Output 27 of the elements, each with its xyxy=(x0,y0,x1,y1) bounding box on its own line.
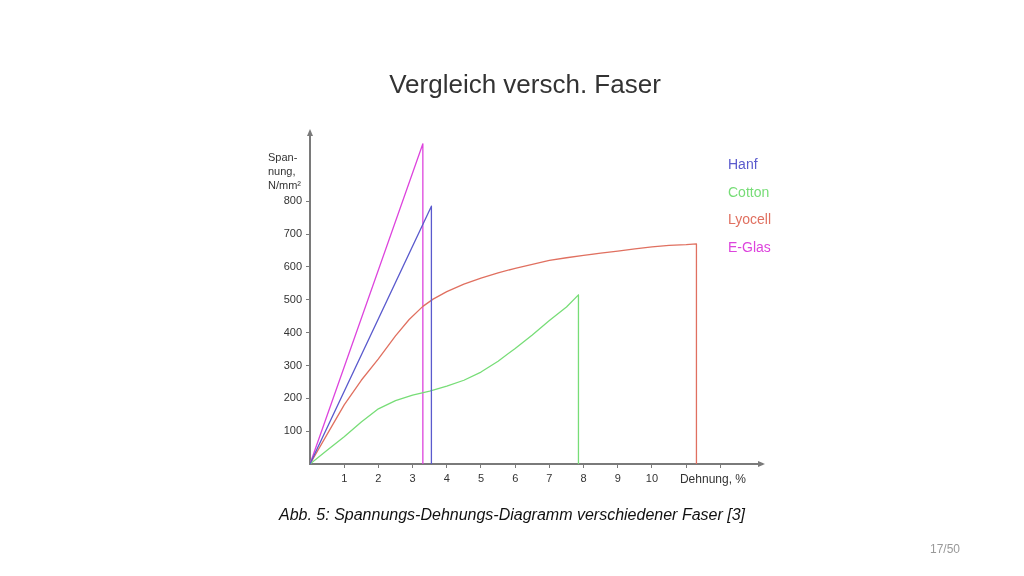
y-tick-label: 500 xyxy=(283,292,302,305)
y-tick-label: 100 xyxy=(283,424,302,437)
y-tick-label: 300 xyxy=(283,358,302,371)
y-tick-label: 200 xyxy=(283,391,302,404)
y-tick-label: 700 xyxy=(283,227,302,240)
text: E-Glas xyxy=(728,238,771,255)
y-tick-label: 800 xyxy=(283,194,302,207)
y-tick-label: 600 xyxy=(283,259,302,272)
x-tick-label: 7 xyxy=(546,471,553,484)
x-tick-label: 9 xyxy=(614,471,621,484)
x-tick-label: 1 xyxy=(341,471,348,484)
x-tick-label: 3 xyxy=(409,471,416,484)
y-axis-title: Span- nung, N/mm² xyxy=(268,150,302,191)
x-tick-label: 8 xyxy=(580,471,587,484)
text: Lyocell xyxy=(728,211,772,228)
text: 17/50 xyxy=(928,542,960,557)
x-tick-label: 10 xyxy=(645,471,659,484)
text: Hanf xyxy=(728,156,758,173)
y-tick-label: 400 xyxy=(283,325,302,338)
text: Cotton xyxy=(728,183,770,200)
caption: Abb. 5: Spannungs-Dehnungs-Diagramm verschiedener Faser [3] xyxy=(277,505,746,525)
x-tick-label: 5 xyxy=(477,471,485,484)
x-tick-label: 6 xyxy=(512,471,519,484)
x-axis-title: Dehnung, % xyxy=(679,472,747,487)
x-tick-label: 4 xyxy=(443,471,450,484)
chart-title: Vergleich versch. Faser xyxy=(388,68,662,100)
x-tick-label: 2 xyxy=(375,471,382,484)
